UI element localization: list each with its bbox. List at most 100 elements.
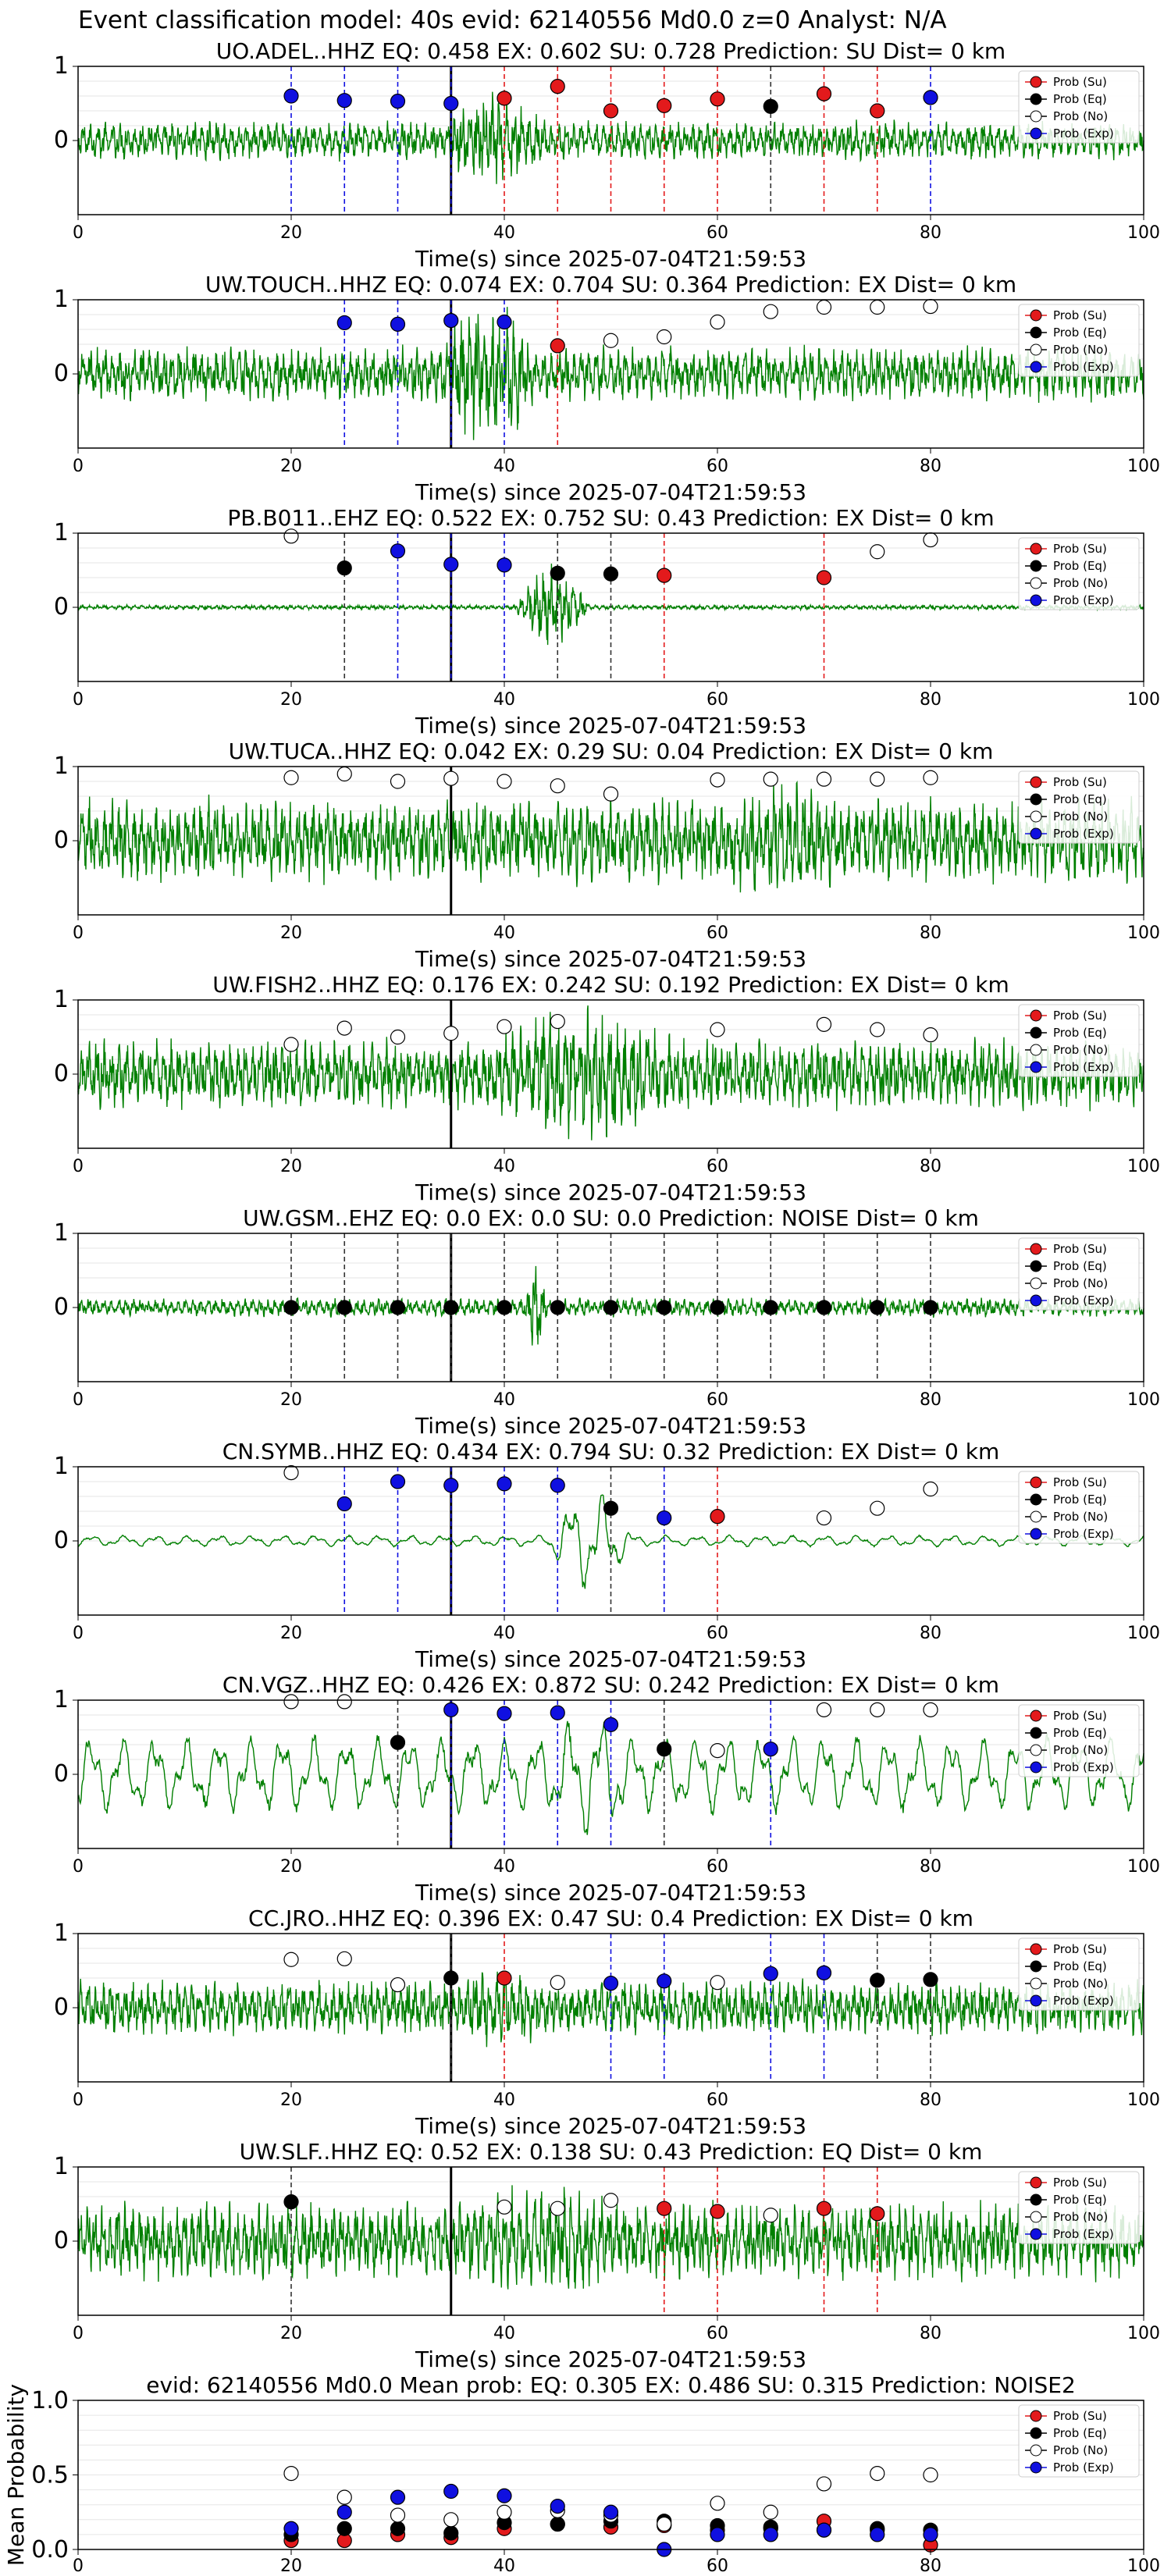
legend-marker-exp bbox=[1030, 2461, 1042, 2474]
legend-label-su: Prob (Su) bbox=[1053, 2176, 1107, 2190]
x-tick-label: 40 bbox=[493, 2324, 515, 2343]
legend-box bbox=[1018, 2404, 1140, 2478]
x-tick-label: 20 bbox=[280, 1390, 302, 1410]
station-panel-3: PB.B011..EHZ EQ: 0.522 EX: 0.752 SU: 0.4… bbox=[54, 505, 1160, 738]
x-tick-label: 20 bbox=[280, 1157, 302, 1176]
legend-marker-su bbox=[1030, 1243, 1042, 1255]
legend-label-exp: Prob (Exp) bbox=[1053, 1994, 1114, 2008]
panel-title: CN.VGZ..HHZ EQ: 0.426 EX: 0.872 SU: 0.24… bbox=[222, 1672, 999, 1698]
prob-point-eq bbox=[283, 1300, 299, 1315]
legend-label-su: Prob (Su) bbox=[1053, 1942, 1107, 1956]
y-tick-label: 1 bbox=[54, 286, 69, 313]
legend-marker-exp bbox=[1030, 827, 1042, 840]
y-tick-label: 0 bbox=[54, 126, 69, 154]
x-tick-label: 60 bbox=[707, 2090, 728, 2110]
x-tick-label: 20 bbox=[280, 690, 302, 710]
prob-point-eq bbox=[923, 1300, 938, 1315]
legend-label-eq: Prob (Eq) bbox=[1053, 1493, 1107, 1507]
mean-point-exp bbox=[390, 2489, 406, 2505]
legend-label-su: Prob (Su) bbox=[1053, 75, 1107, 89]
prob-point-su bbox=[603, 103, 619, 119]
legend-label-exp: Prob (Exp) bbox=[1053, 593, 1114, 607]
legend-marker-no bbox=[1030, 810, 1042, 823]
legend-marker-no bbox=[1030, 343, 1042, 356]
station-panel-8: CN.VGZ..HHZ EQ: 0.426 EX: 0.872 SU: 0.24… bbox=[54, 1672, 1160, 1905]
x-tick-label: 100 bbox=[1127, 923, 1160, 943]
legend-box bbox=[1018, 537, 1140, 610]
prob-point-exp bbox=[497, 1476, 512, 1492]
prob-point-eq bbox=[336, 560, 352, 576]
waveform-trace bbox=[77, 307, 1144, 440]
x-tick-label: 20 bbox=[280, 2324, 302, 2343]
panel-title: UW.GSM..EHZ EQ: 0.0 EX: 0.0 SU: 0.0 Pred… bbox=[243, 1205, 979, 1231]
prob-point-no bbox=[710, 1975, 725, 1991]
x-tick-label: 0 bbox=[73, 1157, 84, 1176]
legend-label-exp: Prob (Exp) bbox=[1053, 126, 1114, 141]
prob-point-exp bbox=[550, 1705, 565, 1720]
y-tick-label: 0 bbox=[54, 1994, 69, 2021]
y-tick-label: 1 bbox=[54, 753, 69, 780]
prob-point-no bbox=[923, 532, 938, 548]
legend-label-no: Prob (No) bbox=[1053, 2210, 1108, 2224]
legend-label-no: Prob (No) bbox=[1053, 1743, 1108, 1757]
legend-marker-su bbox=[1030, 76, 1042, 88]
x-tick-label: 100 bbox=[1127, 2556, 1160, 2576]
legend-marker-eq bbox=[1030, 560, 1042, 572]
prob-point-exp bbox=[923, 90, 938, 105]
y-tick-label: 1.0 bbox=[31, 2387, 69, 2414]
prob-point-no bbox=[870, 1022, 885, 1037]
prob-point-no bbox=[763, 771, 778, 787]
prob-point-no bbox=[603, 2193, 619, 2208]
panel-title: UW.FISH2..HHZ EQ: 0.176 EX: 0.242 SU: 0.… bbox=[212, 972, 1009, 998]
x-tick-label: 0 bbox=[73, 1390, 84, 1410]
legend-marker-exp bbox=[1030, 361, 1042, 373]
legend-label-exp: Prob (Exp) bbox=[1053, 2227, 1114, 2241]
x-tick-label: 0 bbox=[73, 457, 84, 476]
legend-label-su: Prob (Su) bbox=[1053, 2409, 1107, 2423]
x-axis-label: Time(s) since 2025-07-04T21:59:53 bbox=[415, 2347, 806, 2372]
x-tick-label: 20 bbox=[280, 2090, 302, 2110]
legend-marker-eq bbox=[1030, 93, 1042, 105]
legend-label-exp: Prob (Exp) bbox=[1053, 827, 1114, 841]
y-tick-label: 0 bbox=[54, 593, 69, 621]
prob-point-no bbox=[923, 298, 938, 315]
prob-point-no bbox=[550, 2201, 565, 2216]
y-tick-label: 1 bbox=[54, 519, 69, 546]
legend-label-eq: Prob (Eq) bbox=[1053, 1026, 1107, 1040]
prob-point-eq bbox=[390, 1735, 406, 1750]
x-axis-label: Time(s) since 2025-07-04T21:59:53 bbox=[415, 1646, 806, 1672]
legend-marker-exp bbox=[1030, 1761, 1042, 1774]
prob-point-su bbox=[870, 2206, 885, 2222]
mean-point-no bbox=[390, 2507, 406, 2523]
prob-point-no bbox=[550, 1975, 565, 1991]
prob-point-no bbox=[710, 1022, 725, 1037]
x-tick-label: 20 bbox=[280, 457, 302, 476]
prob-point-exp bbox=[443, 95, 459, 112]
legend-label-su: Prob (Su) bbox=[1053, 775, 1107, 789]
prob-point-no bbox=[816, 1016, 832, 1032]
prob-point-no bbox=[283, 1952, 299, 1967]
prob-point-exp bbox=[336, 1496, 352, 1512]
x-tick-label: 60 bbox=[707, 223, 728, 243]
mean-point-no bbox=[923, 2467, 938, 2483]
y-tick-label: 0 bbox=[54, 1060, 69, 1087]
mean-point-no bbox=[497, 2504, 512, 2520]
x-tick-label: 80 bbox=[920, 1390, 941, 1410]
prob-point-exp bbox=[550, 1478, 565, 1493]
prob-point-su bbox=[816, 86, 832, 101]
waveform-trace bbox=[77, 780, 1144, 893]
prob-point-no bbox=[336, 1020, 352, 1036]
legend-label-eq: Prob (Eq) bbox=[1053, 559, 1107, 573]
legend-label-exp: Prob (Exp) bbox=[1053, 360, 1114, 374]
legend-marker-exp bbox=[1030, 1994, 1042, 2007]
legend-label-eq: Prob (Eq) bbox=[1053, 326, 1107, 340]
x-axis-label: Time(s) since 2025-07-04T21:59:53 bbox=[415, 713, 806, 738]
prob-point-exp bbox=[497, 1706, 512, 1721]
x-tick-label: 20 bbox=[280, 923, 302, 943]
prob-point-no bbox=[283, 1464, 299, 1481]
legend-label-su: Prob (Su) bbox=[1053, 1242, 1107, 1256]
legend-marker-no bbox=[1030, 577, 1042, 589]
prob-point-eq bbox=[336, 1300, 352, 1315]
prob-point-no bbox=[497, 774, 512, 789]
y-tick-label: 1 bbox=[54, 986, 69, 1013]
